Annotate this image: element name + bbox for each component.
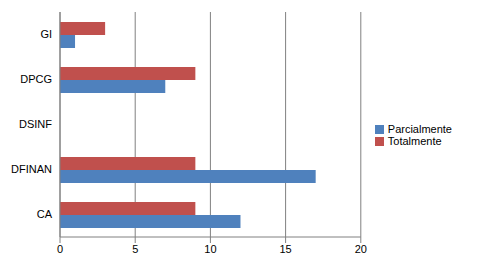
html-text:Parcialmente: Parcialmente: [387, 122, 452, 135]
svg-text:DPCG: DPCG: [20, 73, 52, 85]
svg-text:DFINAN: DFINAN: [11, 163, 52, 175]
svg-text:5: 5: [132, 243, 138, 255]
svg-text:GI: GI: [40, 28, 52, 40]
svg-text:0: 0: [57, 243, 63, 255]
svg-text:CA: CA: [37, 208, 53, 220]
html-text:Totalmente: Totalmente: [387, 134, 442, 147]
svg-text:20: 20: [355, 243, 367, 255]
svg-text:10: 10: [204, 243, 216, 255]
svg-text:DSINF: DSINF: [19, 118, 52, 130]
svg-text:15: 15: [279, 243, 291, 255]
